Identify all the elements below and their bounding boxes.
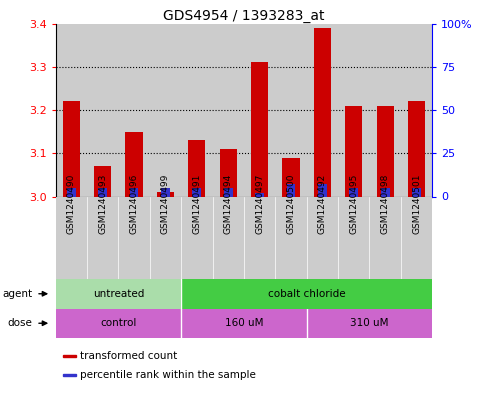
Text: untreated: untreated bbox=[93, 289, 144, 299]
Bar bbox=[157, 192, 174, 196]
Text: 310 uM: 310 uM bbox=[350, 318, 389, 328]
Text: cobalt chloride: cobalt chloride bbox=[268, 289, 345, 299]
Bar bbox=[220, 149, 237, 196]
Bar bbox=[56, 196, 87, 279]
Bar bbox=[307, 196, 338, 279]
Bar bbox=[126, 132, 142, 196]
Bar bbox=[161, 188, 170, 196]
Text: percentile rank within the sample: percentile rank within the sample bbox=[80, 370, 256, 380]
Bar bbox=[87, 196, 118, 279]
Text: GSM1240490: GSM1240490 bbox=[67, 173, 76, 233]
Text: transformed count: transformed count bbox=[80, 351, 177, 361]
Text: GSM1240498: GSM1240498 bbox=[381, 173, 390, 233]
Bar bbox=[181, 279, 432, 309]
Bar bbox=[244, 196, 275, 279]
Text: GSM1240491: GSM1240491 bbox=[192, 173, 201, 233]
Text: GSM1240499: GSM1240499 bbox=[161, 173, 170, 233]
Bar bbox=[286, 184, 296, 196]
Bar bbox=[307, 309, 432, 338]
Bar bbox=[412, 188, 421, 196]
Bar bbox=[369, 196, 401, 279]
Bar bbox=[275, 196, 307, 279]
Bar bbox=[56, 309, 181, 338]
Bar bbox=[345, 106, 362, 196]
Bar bbox=[67, 188, 76, 196]
Text: GSM1240497: GSM1240497 bbox=[255, 173, 264, 233]
Bar bbox=[307, 24, 338, 196]
Title: GDS4954 / 1393283_at: GDS4954 / 1393283_at bbox=[163, 9, 325, 22]
Bar bbox=[118, 196, 150, 279]
Bar bbox=[377, 106, 394, 196]
Bar bbox=[318, 184, 327, 196]
Text: 160 uM: 160 uM bbox=[225, 318, 263, 328]
Text: GSM1240495: GSM1240495 bbox=[349, 173, 358, 233]
Bar bbox=[381, 188, 390, 196]
Text: GSM1240501: GSM1240501 bbox=[412, 173, 421, 233]
Bar bbox=[224, 188, 233, 196]
Bar bbox=[98, 188, 107, 196]
Bar bbox=[251, 62, 268, 196]
Bar bbox=[188, 140, 205, 196]
Bar bbox=[408, 101, 425, 196]
Text: GSM1240492: GSM1240492 bbox=[318, 173, 327, 233]
Bar bbox=[192, 188, 201, 196]
Text: GSM1240494: GSM1240494 bbox=[224, 173, 233, 233]
Bar bbox=[349, 188, 358, 196]
Bar bbox=[369, 24, 401, 196]
Text: GSM1240496: GSM1240496 bbox=[129, 173, 139, 233]
Bar bbox=[181, 24, 213, 196]
Bar bbox=[150, 196, 181, 279]
Text: dose: dose bbox=[7, 318, 32, 328]
Bar bbox=[150, 24, 181, 196]
Bar bbox=[56, 24, 87, 196]
Bar bbox=[181, 309, 307, 338]
Bar bbox=[129, 188, 139, 196]
Bar bbox=[181, 196, 213, 279]
Bar bbox=[338, 24, 369, 196]
Bar bbox=[314, 28, 331, 196]
Text: GSM1240500: GSM1240500 bbox=[286, 173, 296, 233]
Bar bbox=[255, 193, 264, 196]
Bar bbox=[63, 101, 80, 196]
Bar bbox=[56, 279, 181, 309]
Bar bbox=[244, 24, 275, 196]
Text: agent: agent bbox=[2, 289, 32, 299]
Bar bbox=[118, 24, 150, 196]
Bar bbox=[63, 355, 76, 357]
Text: GSM1240493: GSM1240493 bbox=[98, 173, 107, 233]
Bar bbox=[213, 24, 244, 196]
Bar bbox=[401, 196, 432, 279]
Text: control: control bbox=[100, 318, 137, 328]
Bar bbox=[87, 24, 118, 196]
Bar bbox=[338, 196, 369, 279]
Bar bbox=[401, 24, 432, 196]
Bar bbox=[63, 374, 76, 376]
Bar bbox=[275, 24, 307, 196]
Bar bbox=[94, 166, 111, 196]
Bar bbox=[213, 196, 244, 279]
Bar bbox=[283, 158, 299, 196]
